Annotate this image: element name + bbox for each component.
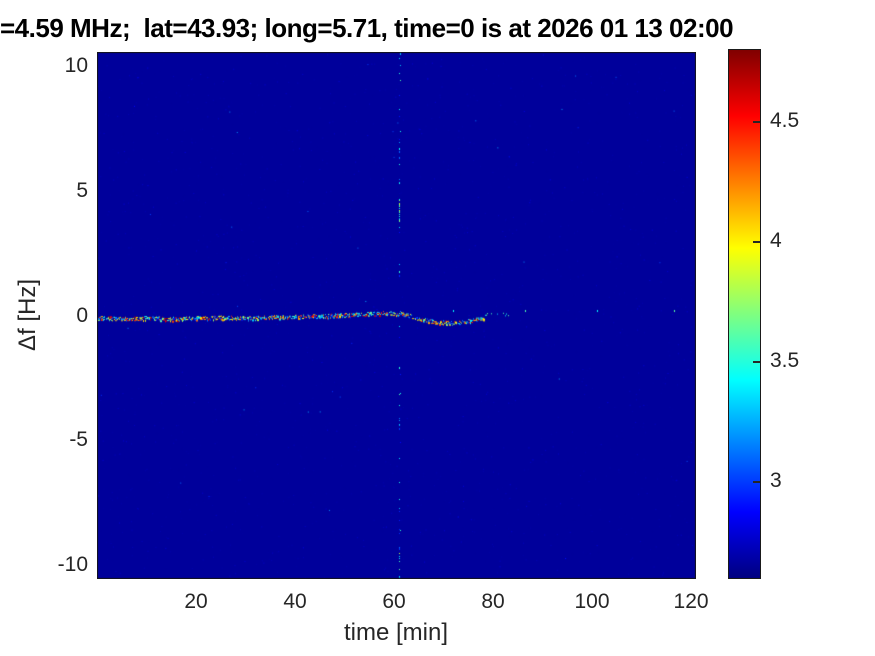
colorbar-tick-label-3: 3 — [770, 468, 782, 492]
y-tick-label-0: 0 — [76, 303, 88, 327]
x-axis-label: time [min] — [343, 619, 449, 646]
colorbar-tick-label-4.5: 4.5 — [770, 108, 800, 132]
y-tick-label--10: -10 — [57, 553, 88, 577]
x-tick-label-80: 80 — [481, 590, 505, 613]
colorbar-tick-mark-4.5 — [753, 120, 760, 123]
colorbar-tick-label-4: 4 — [770, 228, 782, 252]
y-tick-label-5: 5 — [76, 178, 88, 202]
y-tick-label--5: -5 — [69, 428, 88, 452]
x-tick-label-20: 20 — [184, 590, 208, 613]
figure-title: =4.59 MHz; lat=43.93; long=5.71, time=0 … — [0, 13, 734, 43]
heatmap-canvas — [97, 52, 696, 579]
colorbar-tick-mark-3.5 — [753, 360, 760, 363]
x-tick-label-120: 120 — [673, 590, 709, 613]
x-tick-label-100: 100 — [574, 590, 610, 613]
heatmap-plot — [97, 52, 696, 579]
colorbar-tick-label-3.5: 3.5 — [770, 348, 800, 372]
colorbar-tick-mark-4 — [753, 240, 760, 243]
y-tick-label-10: 10 — [64, 53, 88, 77]
colorbar — [728, 49, 761, 579]
colorbar-tick-mark-3 — [753, 480, 760, 483]
x-tick-label-60: 60 — [382, 590, 406, 613]
y-axis-label: Δf [Hz] — [14, 278, 41, 352]
x-tick-label-40: 40 — [283, 590, 307, 613]
